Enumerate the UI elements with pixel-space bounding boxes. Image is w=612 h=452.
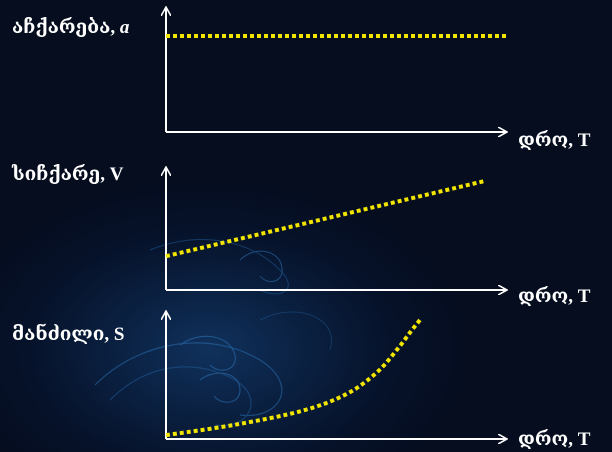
x-axis-label-time-3: დრო, T bbox=[518, 429, 591, 450]
y-axis-label-acceleration-text: აჩქარება, bbox=[12, 17, 120, 38]
y-axis-label-velocity: სიჩქარე, V bbox=[12, 164, 124, 185]
acceleration-symbol: a bbox=[119, 17, 130, 38]
panel-distance bbox=[166, 312, 506, 439]
y-axis-label-acceleration: აჩქარება, a bbox=[12, 18, 129, 37]
panel-velocity bbox=[166, 168, 506, 290]
series-line-distance-0 bbox=[165, 317, 423, 438]
x-axis-label-time-2: დრო, T bbox=[518, 286, 591, 307]
blue-swirl-background bbox=[94, 239, 332, 427]
x-axis-label-time-1: დრო, T bbox=[518, 130, 591, 151]
series-line-velocity-0 bbox=[165, 178, 487, 259]
panel-acceleration bbox=[166, 8, 506, 132]
y-axis-label-distance: მანძილი, S bbox=[12, 324, 125, 345]
